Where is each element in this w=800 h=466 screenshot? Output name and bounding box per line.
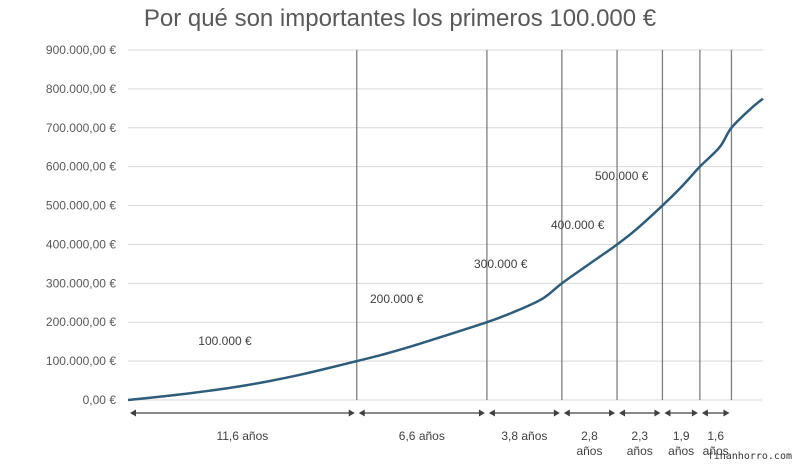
milestone-label: 500.000 € xyxy=(595,169,649,183)
y-tick-label: 100.000,00 € xyxy=(46,354,116,368)
milestone-label: 300.000 € xyxy=(474,257,528,271)
interval-label: 3,8 años xyxy=(501,429,547,443)
y-tick-label: 400.000,00 € xyxy=(46,237,116,251)
arrow-head-left xyxy=(664,409,671,417)
arrow-head-left xyxy=(619,409,626,417)
arrow-head-right xyxy=(723,409,730,417)
vertical-lines xyxy=(356,50,733,400)
arrow-head-left xyxy=(130,409,136,417)
y-tick-label: 700.000,00 € xyxy=(46,121,116,135)
y-tick-label: 500.000,00 € xyxy=(46,199,116,213)
interval-label: 6,6 años xyxy=(399,429,445,443)
y-tick-label: 900.000,00 € xyxy=(46,43,116,57)
y-tick-label: 0,00 € xyxy=(83,393,117,407)
arrow-head-left xyxy=(563,409,570,417)
interval-arrows: 11,6 años 6,6 años 3,8 años 2,8 años 2,3 años 1… xyxy=(130,409,730,458)
y-tick-label: 300.000,00 € xyxy=(46,276,116,290)
growth-line xyxy=(127,97,764,402)
chart-title: Por qué son importantes los primeros 100… xyxy=(144,5,657,32)
arrow-head-right xyxy=(654,409,661,417)
arrow-head-left xyxy=(488,409,495,417)
interval-label: 11,6 años xyxy=(216,429,268,443)
interval-label: 2,8 años xyxy=(576,429,602,458)
watermark: finanhorro.com xyxy=(708,451,792,462)
arrow-head-right xyxy=(553,409,560,417)
arrow-head-left xyxy=(701,409,708,417)
arrow-head-right xyxy=(348,409,355,417)
y-axis: 0,00 € 100.000,00 € 200.000,00 € 300.000,00… xyxy=(46,43,116,407)
arrow-head-left xyxy=(358,409,365,417)
interval-label: 2,3 años xyxy=(627,429,653,458)
y-tick-label: 200.000,00 € xyxy=(46,315,116,329)
y-tick-label: 800.000,00 € xyxy=(46,82,116,96)
interval-label: 1,6 años xyxy=(703,429,729,458)
y-tick-label: 600.000,00 € xyxy=(46,160,116,174)
milestone-label: 100.000 € xyxy=(198,334,252,348)
arrow-head-right xyxy=(478,409,485,417)
arrow-head-right xyxy=(609,409,616,417)
arrow-head-right xyxy=(691,409,698,417)
milestone-labels: 100.000 € 200.000 € 300.000 € 400.000 € 500.… xyxy=(198,169,648,348)
milestone-label: 400.000 € xyxy=(551,218,605,232)
grid xyxy=(128,49,763,401)
milestone-label: 200.000 € xyxy=(370,292,424,306)
interval-label: 1,9 años xyxy=(668,429,694,458)
